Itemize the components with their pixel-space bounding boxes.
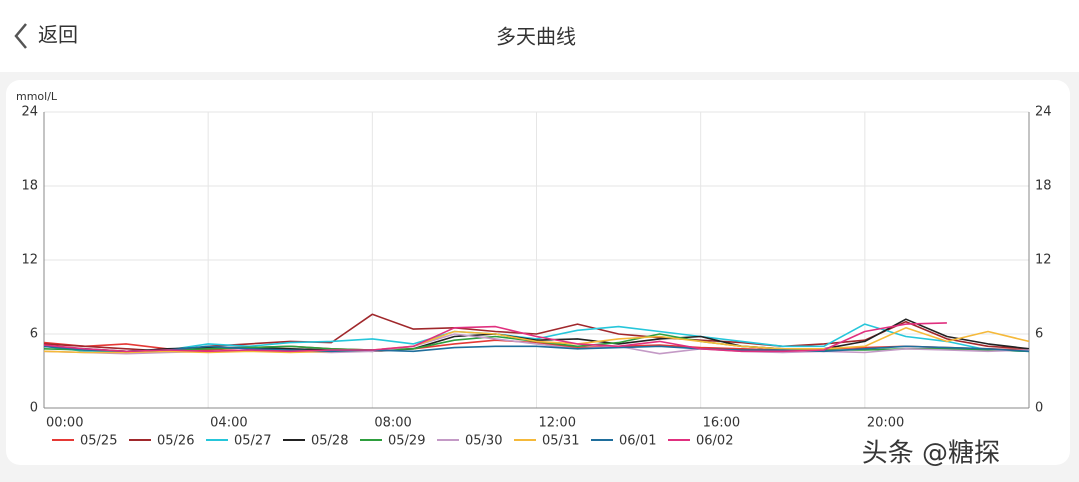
y-tick-label: 18 <box>21 179 38 194</box>
y2-tick-label: 24 <box>1035 105 1052 120</box>
series-line <box>43 322 947 353</box>
y-tick-label: 6 <box>30 327 38 342</box>
x-tick-label: 20:00 <box>867 416 904 431</box>
plot: 0 0 6 6 12 12 18 18 24 24 00:00 04:00 08:00 12:00 16:0… <box>21 105 1051 449</box>
y-unit: mmol/L <box>16 90 58 103</box>
x-tick-label: 16:00 <box>703 416 740 431</box>
y2-tick-label: 6 <box>1035 327 1043 342</box>
y-tick-label: 0 <box>30 401 38 416</box>
legend-label: 05/30 <box>465 434 502 449</box>
legend-label: 05/26 <box>157 434 194 449</box>
y2-tick-label: 0 <box>1035 401 1043 416</box>
back-icon[interactable] <box>14 23 27 49</box>
series-line <box>43 327 1030 354</box>
back-button[interactable]: 返回 <box>38 23 78 47</box>
series-line <box>43 339 1030 351</box>
x-tick-label: 04:00 <box>210 416 247 431</box>
legend-label: 05/27 <box>234 434 271 449</box>
series-line <box>43 345 1030 353</box>
page-title: 多天曲线 <box>496 25 576 49</box>
y2-tick-label: 12 <box>1035 253 1052 268</box>
watermark: 头条 @糖探 <box>862 439 1000 469</box>
series-line <box>43 323 1030 354</box>
chart-card <box>6 80 1070 465</box>
legend-label: 06/02 <box>696 434 733 449</box>
legend-label: 05/31 <box>542 434 579 449</box>
y2-tick-label: 18 <box>1035 179 1052 194</box>
legend-label: 05/25 <box>80 434 117 449</box>
x-tick-label: 08:00 <box>374 416 411 431</box>
header-bar <box>0 0 1079 72</box>
legend-label: 06/01 <box>619 434 656 449</box>
legend-label: 05/28 <box>311 434 348 449</box>
series-line <box>43 318 1030 353</box>
x-tick-label: 12:00 <box>539 416 576 431</box>
legend-label: 05/29 <box>388 434 425 449</box>
y-tick-label: 12 <box>21 253 38 268</box>
x-tick-label: 00:00 <box>46 416 83 431</box>
y-tick-label: 24 <box>21 105 38 120</box>
